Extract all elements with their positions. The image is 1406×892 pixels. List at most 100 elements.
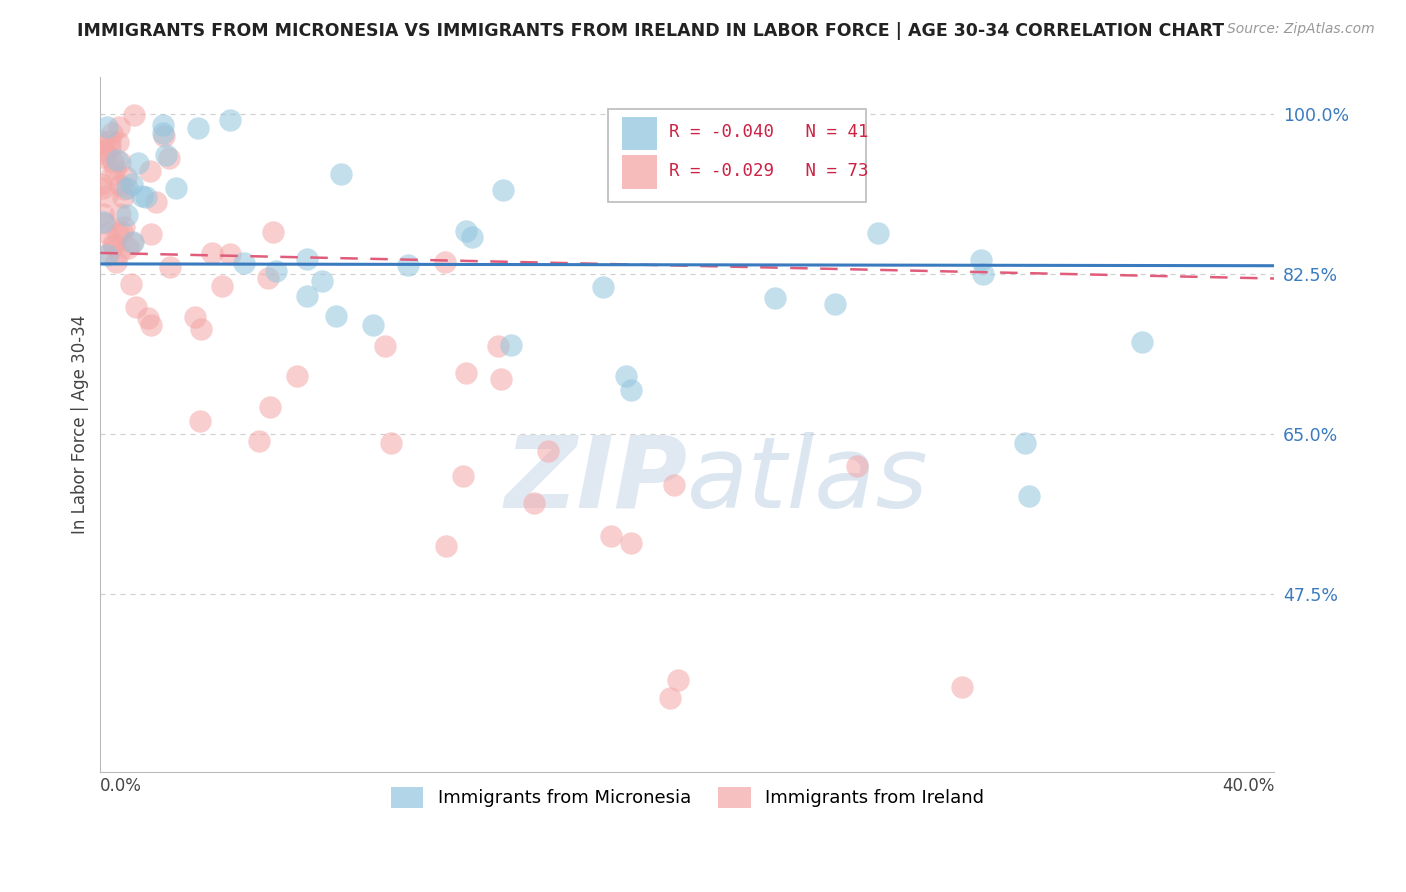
Point (845, 458, 868, 473)
Text: 0.0%: 0.0% (100, 777, 142, 795)
Point (256, 271, 278, 285)
Point (396, 258, 419, 272)
Point (112, 219, 135, 234)
Point (90, 134, 112, 148)
Point (136, 311, 159, 326)
Point (536, 443, 558, 458)
Point (124, 108, 146, 122)
Point (262, 225, 284, 239)
FancyBboxPatch shape (607, 109, 866, 202)
Point (115, 181, 138, 195)
Point (658, 691, 681, 706)
Point (285, 368, 308, 383)
Text: Source: ZipAtlas.com: Source: ZipAtlas.com (1227, 22, 1375, 37)
Point (211, 279, 233, 293)
Point (233, 256, 256, 270)
Point (107, 226, 129, 240)
Point (94, 146, 117, 161)
Point (183, 310, 205, 325)
Point (96, 226, 118, 240)
Point (763, 291, 786, 305)
Point (219, 246, 242, 260)
Point (264, 264, 287, 278)
Point (501, 338, 523, 352)
Point (127, 156, 149, 170)
Point (486, 339, 509, 353)
Point (311, 274, 333, 288)
Point (159, 260, 181, 274)
Point (115, 208, 138, 222)
Point (1018, 489, 1040, 503)
Point (361, 318, 384, 332)
Point (108, 246, 131, 260)
Point (456, 223, 478, 237)
Point (121, 177, 143, 191)
Bar (621, 155, 657, 188)
Point (96, 189, 118, 203)
Point (666, 673, 689, 687)
Point (325, 310, 347, 324)
Point (664, 477, 686, 491)
Point (374, 339, 396, 353)
Point (91, 207, 114, 221)
Point (155, 148, 177, 162)
Point (249, 434, 271, 448)
Point (188, 414, 211, 428)
Point (152, 129, 174, 144)
Point (201, 245, 224, 260)
Text: R = -0.040   N = 41: R = -0.040 N = 41 (669, 123, 868, 141)
Point (451, 468, 474, 483)
Point (329, 167, 352, 181)
Bar (621, 117, 657, 151)
Point (94, 216, 117, 230)
Point (295, 252, 318, 266)
Point (108, 120, 131, 134)
Point (96, 248, 118, 262)
Point (124, 300, 146, 314)
Point (868, 226, 890, 240)
Point (434, 540, 457, 554)
Text: atlas: atlas (688, 432, 929, 529)
Point (105, 254, 128, 268)
Point (620, 383, 643, 397)
Point (295, 289, 318, 303)
Point (190, 321, 212, 335)
Point (104, 161, 127, 176)
Point (141, 227, 163, 241)
Point (460, 230, 482, 244)
Point (219, 112, 242, 127)
Point (1014, 436, 1036, 450)
Point (108, 154, 131, 169)
Point (108, 207, 131, 221)
Point (950, 680, 973, 694)
Point (108, 178, 131, 192)
Point (91, 180, 114, 194)
Point (433, 255, 456, 269)
Point (120, 277, 142, 291)
Point (145, 194, 167, 209)
Point (112, 190, 135, 204)
Point (98, 134, 121, 148)
Point (152, 126, 174, 140)
Point (98, 246, 121, 260)
Text: ZIP: ZIP (505, 432, 688, 529)
Text: IMMIGRANTS FROM MICRONESIA VS IMMIGRANTS FROM IRELAND IN LABOR FORCE | AGE 30-34: IMMIGRANTS FROM MICRONESIA VS IMMIGRANTS… (77, 22, 1225, 40)
Point (491, 183, 513, 197)
Point (90, 178, 112, 192)
Point (101, 155, 124, 169)
Point (121, 235, 143, 250)
Point (157, 151, 180, 165)
Point (491, 372, 513, 386)
Point (187, 121, 209, 136)
Point (103, 238, 125, 252)
Point (96, 120, 118, 135)
Point (105, 153, 128, 168)
Text: 40.0%: 40.0% (1222, 777, 1274, 795)
Point (131, 189, 153, 203)
Point (91, 143, 114, 157)
Point (89, 151, 111, 165)
Text: R = -0.029   N = 73: R = -0.029 N = 73 (669, 161, 868, 179)
Point (107, 135, 129, 149)
Point (380, 436, 402, 450)
Point (592, 280, 614, 294)
